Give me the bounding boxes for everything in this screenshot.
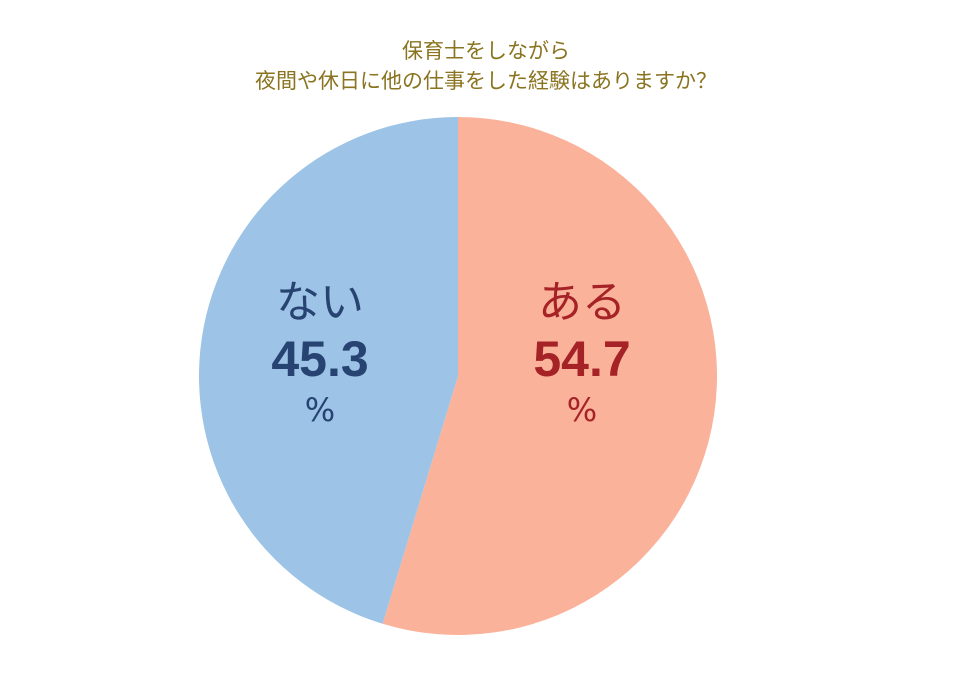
slice-label-yes-value: 54.7 <box>533 331 631 387</box>
slice-label-no-unit: % <box>304 391 336 429</box>
slice-label-yes-unit: % <box>566 391 598 429</box>
slice-label-no-name: ない <box>276 277 364 328</box>
chart-title-line-2: 夜間や休日に他の仕事をした経験はありますか？ <box>255 69 717 93</box>
pie-slice-no <box>199 117 458 624</box>
chart-title: 保育士をしながら 夜間や休日に他の仕事をした経験はありますか？ <box>0 36 972 96</box>
slice-label-yes: ある 54.7 % <box>482 278 682 430</box>
slice-label-no: ない 45.3 % <box>220 278 420 430</box>
slice-label-yes-name: ある <box>538 277 626 328</box>
slice-label-no-value: 45.3 <box>271 331 369 387</box>
pie-slice-yes <box>382 117 718 635</box>
chart-title-line-1: 保育士をしながら <box>402 39 570 63</box>
